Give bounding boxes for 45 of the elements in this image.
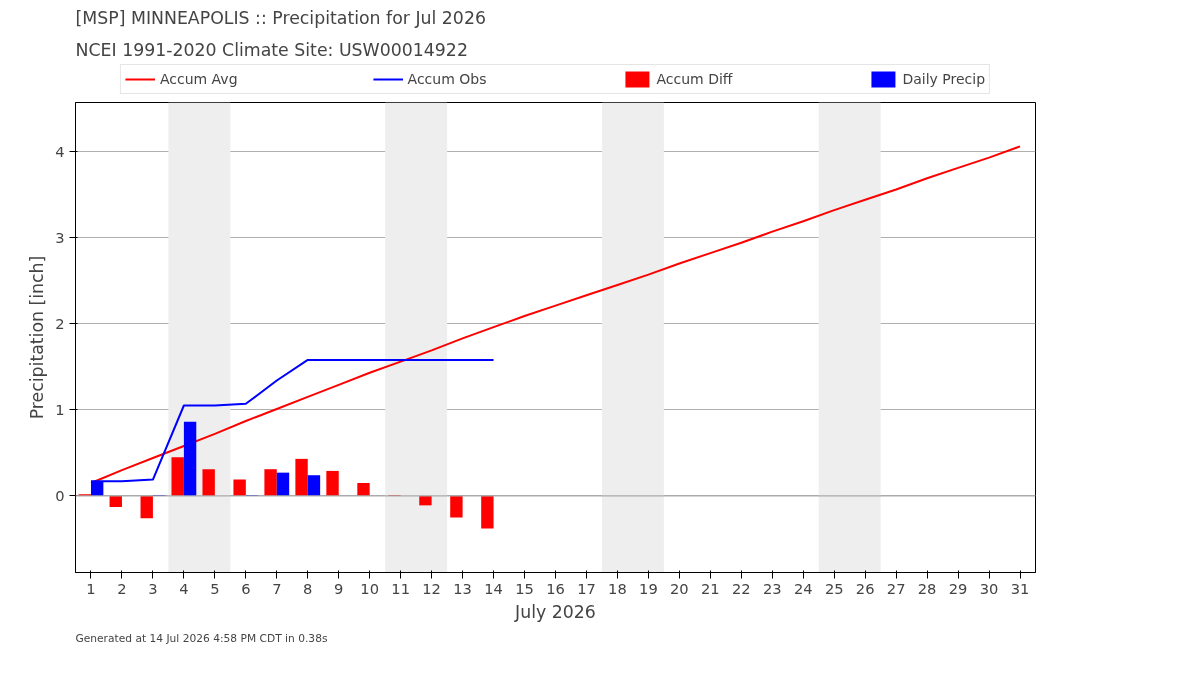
x-tick-label: 24 — [793, 579, 813, 597]
x-tick-label: 1 — [86, 579, 96, 597]
x-tick-label: 3 — [148, 579, 158, 597]
x-tick-label: 28 — [917, 579, 937, 597]
y-tick-label: 3 — [55, 228, 65, 246]
chart-subtitle: NCEI 1991-2020 Climate Site: USW00014922 — [75, 39, 468, 60]
x-tick-label: 17 — [577, 579, 596, 597]
x-tick-label: 14 — [484, 579, 503, 597]
x-tick-label: 27 — [886, 579, 906, 597]
x-tick-label: 21 — [701, 579, 720, 597]
x-tick-label: 30 — [979, 579, 999, 597]
x-tick-label: 20 — [670, 579, 689, 597]
x-tick-label: 4 — [179, 579, 189, 597]
x-tick-label: 19 — [639, 579, 658, 597]
x-tick-label: 10 — [360, 579, 380, 597]
x-tick-label: 15 — [515, 579, 534, 597]
legend-label: Accum Avg — [159, 71, 238, 87]
x-tick-label: 18 — [608, 579, 627, 597]
x-tick-label: 29 — [948, 579, 968, 597]
legend-label: Daily Precip — [902, 71, 986, 87]
x-tick-label: 2 — [117, 579, 127, 597]
x-tick-label: 26 — [855, 579, 875, 597]
x-axis-title: July 2026 — [514, 601, 596, 622]
x-tick-label: 8 — [303, 579, 313, 597]
x-tick-label: 22 — [731, 579, 751, 597]
y-tick-label: 0 — [55, 486, 65, 504]
x-tick-label: 7 — [272, 579, 282, 597]
x-tick-label: 16 — [546, 579, 565, 597]
y-tick-label: 2 — [55, 314, 65, 332]
x-tick-label: 6 — [241, 579, 251, 597]
chart-title: [MSP] MINNEAPOLIS :: Precipitation for Jul 2026 — [75, 7, 486, 28]
text: Generated at 14 Jul 2026 4:58 PM CDT in 0.38s — [75, 631, 328, 645]
x-tick-label: 12 — [422, 579, 441, 597]
y-tick-label: 4 — [55, 142, 65, 160]
x-tick-label: 25 — [824, 579, 844, 597]
x-tick-label: 23 — [762, 579, 782, 597]
x-tick-label: 31 — [1010, 579, 1030, 597]
x-tick-label: 11 — [391, 579, 410, 597]
x-tick-label: 9 — [334, 579, 344, 597]
x-tick-label: 5 — [210, 579, 220, 597]
y-tick-label: 1 — [55, 400, 65, 418]
y-axis-title: Precipitation [inch] — [27, 255, 48, 420]
legend-label: Accum Obs — [407, 71, 487, 87]
legend-label: Accum Diff — [656, 71, 733, 87]
x-tick-label: 13 — [453, 579, 472, 597]
